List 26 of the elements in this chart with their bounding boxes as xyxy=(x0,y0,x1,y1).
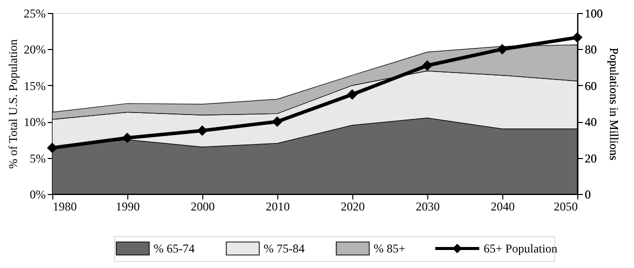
y-tick-label: 15% xyxy=(24,78,46,93)
y2-tick-label: 0 xyxy=(584,188,591,202)
x-tick-label: 1990 xyxy=(116,200,140,214)
legend-label: % 65-74 xyxy=(154,242,195,256)
y2-tick-label: 60 xyxy=(584,78,597,93)
y2-tick-label: 40 xyxy=(584,115,597,130)
y2-axis-title: Populations in Millions xyxy=(606,48,621,161)
x-tick-label: 2000 xyxy=(190,200,215,214)
x-tick-label: 2030 xyxy=(416,200,440,214)
x-tick-label: 1980 xyxy=(52,200,77,214)
y-tick-label: 10% xyxy=(24,115,46,130)
legend-label: % 75-84 xyxy=(264,242,305,256)
y-tick-label: 20% xyxy=(24,42,46,57)
y2-tick-label: 20 xyxy=(584,151,597,166)
y-tick-label: 25% xyxy=(24,6,46,20)
x-tick-label: 2010 xyxy=(266,200,290,214)
legend-label: % 85+ xyxy=(374,242,406,256)
y2-tick-label: 80 xyxy=(584,42,597,57)
x-tick-label: 2020 xyxy=(340,200,365,214)
y-axis-title: % of Total U.S. Population xyxy=(6,39,20,169)
y-tick-label: 5% xyxy=(30,151,46,166)
y2-tick-label: 100 xyxy=(584,6,603,20)
y-tick-label: 0% xyxy=(30,188,46,202)
x-tick-label: 2040 xyxy=(490,200,515,214)
x-tick-label: 2050 xyxy=(554,200,578,214)
legend-label: 65+ Population xyxy=(484,242,558,256)
